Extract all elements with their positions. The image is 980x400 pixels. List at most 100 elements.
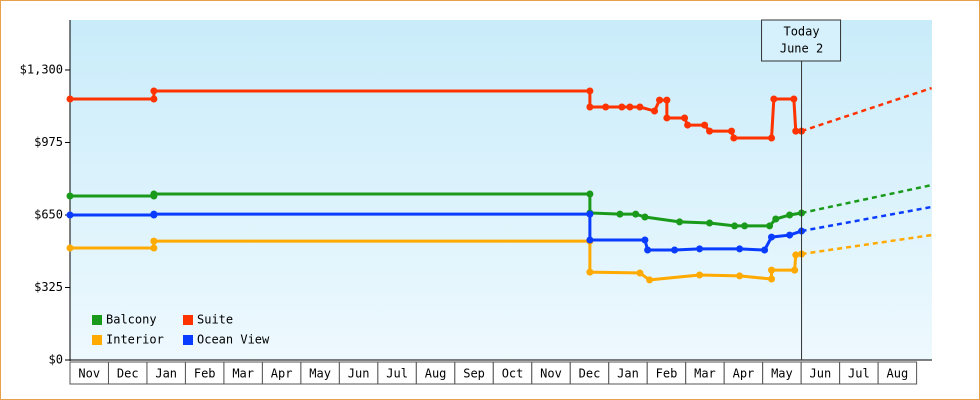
forecast-line	[801, 205, 932, 233]
point	[792, 127, 800, 135]
point	[706, 127, 714, 135]
point	[728, 127, 736, 135]
point	[768, 266, 776, 274]
legend-label: Ocean View	[197, 333, 270, 347]
point	[656, 96, 664, 104]
point	[741, 222, 749, 230]
y-tick-label: $650	[34, 207, 63, 221]
today-label: Today	[783, 25, 819, 39]
x-tick-label: Jul	[848, 367, 870, 381]
point	[66, 211, 74, 219]
x-tick-label: Mar	[232, 367, 254, 381]
point	[696, 245, 704, 253]
x-tick-label: Jan	[155, 367, 177, 381]
point	[636, 103, 644, 111]
legend-swatch	[92, 335, 102, 345]
forecast-line	[801, 233, 932, 256]
point	[736, 272, 744, 280]
point	[150, 87, 158, 95]
point	[586, 236, 594, 244]
point	[676, 218, 684, 226]
x-tick-label: Aug	[425, 367, 447, 381]
point	[586, 268, 594, 276]
x-tick-label: Aug	[887, 367, 909, 381]
x-tick-label: Jun	[348, 367, 370, 381]
x-tick-label: Feb	[656, 367, 678, 381]
point	[766, 222, 774, 230]
forecast-line	[801, 183, 932, 215]
legend-label: Suite	[197, 313, 233, 327]
point	[586, 190, 594, 198]
legend-swatch	[92, 315, 102, 325]
point	[681, 114, 689, 122]
point	[651, 107, 659, 115]
plot-area	[70, 20, 932, 360]
x-tick-label: Nov	[78, 367, 100, 381]
point	[768, 233, 776, 241]
x-tick-label: May	[771, 367, 793, 381]
y-tick-label: $325	[34, 280, 63, 294]
point	[731, 222, 739, 230]
y-tick-label: $1,300	[20, 62, 63, 76]
x-tick-label: Sep	[463, 367, 485, 381]
point	[791, 266, 799, 274]
x-tick-label: Dec	[117, 367, 139, 381]
series-line	[70, 192, 802, 228]
point	[786, 211, 794, 219]
point	[150, 237, 158, 245]
point	[790, 95, 798, 103]
x-tick-label: Mar	[694, 367, 716, 381]
x-tick-label: Oct	[502, 367, 524, 381]
point	[66, 244, 74, 252]
point	[663, 96, 671, 104]
y-tick-label: $975	[34, 135, 63, 149]
point	[663, 114, 671, 122]
y-tick-label: $0	[49, 353, 63, 367]
point	[736, 245, 744, 253]
forecast-line	[801, 86, 933, 133]
point	[792, 251, 800, 259]
point	[644, 246, 652, 254]
point	[150, 210, 158, 218]
point	[618, 103, 626, 111]
point	[768, 275, 776, 283]
x-tick-box	[877, 361, 918, 385]
point	[761, 246, 769, 254]
point	[730, 134, 738, 142]
x-tick-label: Jul	[386, 367, 408, 381]
x-tick-label: Feb	[194, 367, 216, 381]
point	[632, 210, 640, 218]
today-box	[761, 19, 842, 62]
point	[706, 219, 714, 227]
point	[602, 103, 610, 111]
point	[684, 121, 692, 129]
point	[768, 134, 776, 142]
x-tick-label: Dec	[579, 367, 601, 381]
series-line	[70, 239, 802, 282]
point	[646, 276, 654, 284]
point	[636, 269, 644, 277]
point	[150, 190, 158, 198]
point	[586, 103, 594, 111]
x-tick-label: Apr	[271, 367, 293, 381]
point	[66, 192, 74, 200]
point	[586, 87, 594, 95]
point	[586, 210, 594, 218]
point	[150, 244, 158, 252]
x-tick-label: Apr	[733, 367, 755, 381]
point	[626, 103, 634, 111]
point	[671, 246, 679, 254]
point	[66, 95, 74, 103]
legend-swatch	[183, 335, 193, 345]
legend-label: Balcony	[106, 313, 157, 327]
point	[770, 95, 778, 103]
x-tick-label: Jun	[810, 367, 832, 381]
point	[150, 95, 158, 103]
point	[772, 215, 780, 223]
point	[696, 271, 704, 279]
x-tick-label: May	[309, 367, 331, 381]
legend-label: Interior	[106, 333, 164, 347]
x-tick-label: Jan	[617, 367, 639, 381]
point	[641, 236, 649, 244]
